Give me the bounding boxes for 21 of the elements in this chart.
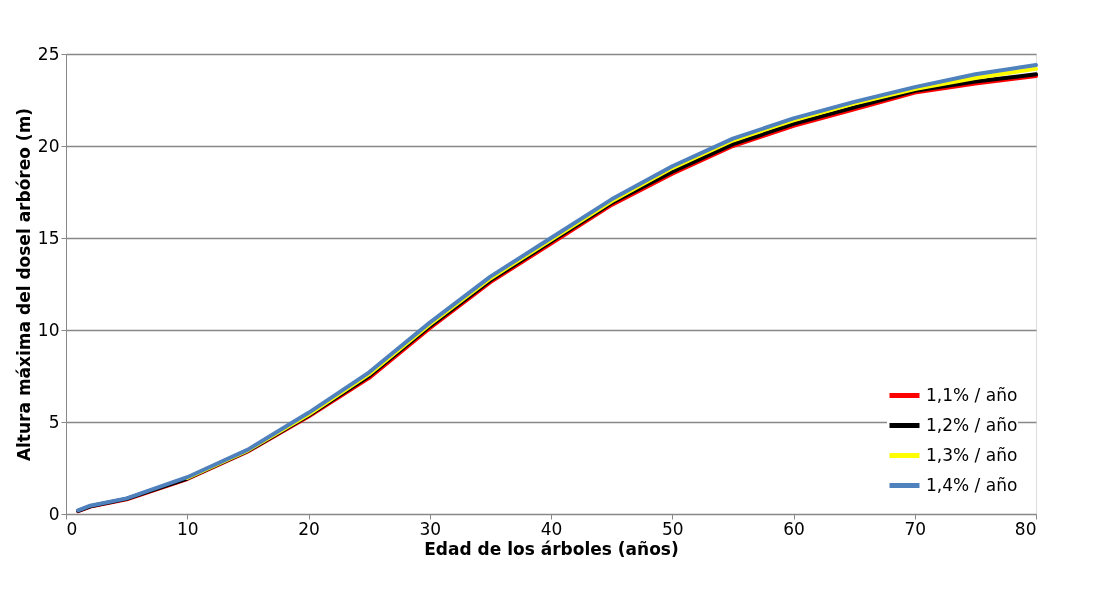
x-tick-label: 60 (783, 518, 805, 539)
legend-label: 1,2% / año (926, 414, 1018, 435)
y-tick-label: 5 (48, 411, 60, 432)
y-axis-title: Altura máxima del dosel arbóreo (m) (13, 107, 34, 462)
x-tick-label: 70 (904, 518, 927, 539)
y-tick-label: 10 (37, 319, 60, 340)
y-tick-label: 0 (48, 503, 60, 524)
x-tick-label: 40 (540, 518, 563, 539)
x-tick-label: 10 (176, 518, 199, 539)
x-axis-title: Edad de los árboles (años) (424, 538, 679, 559)
y-tick-label: 15 (37, 227, 60, 248)
y-tick-label: 25 (37, 43, 60, 64)
legend-label: 1,3% / año (926, 444, 1018, 465)
x-tick-label: 30 (419, 518, 442, 539)
legend-label: 1,1% / año (926, 384, 1018, 405)
x-tick-label: 50 (661, 518, 684, 539)
y-tick-label: 20 (37, 135, 60, 156)
legend-label: 1,4% / año (926, 474, 1018, 495)
x-tick-label: 0 (66, 518, 78, 539)
x-tick-label: 80 (1014, 518, 1037, 539)
x-tick-label: 20 (298, 518, 320, 539)
